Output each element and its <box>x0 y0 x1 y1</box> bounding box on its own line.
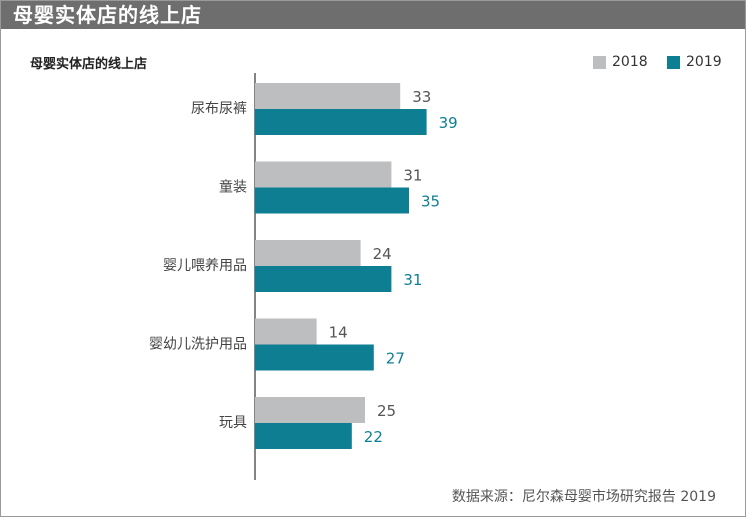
chart-title: 母婴实体店的线上店 <box>30 57 148 72</box>
bar-2019 <box>255 109 427 135</box>
data-label-2018: 24 <box>373 245 392 263</box>
title-bar: 母婴实体店的线上店 <box>1 1 745 29</box>
category-label: 婴幼儿洗护用品 <box>149 337 247 353</box>
data-label-2018: 25 <box>377 402 396 420</box>
legend-label-2018: 2018 <box>612 54 648 70</box>
category-label: 玩具 <box>219 415 247 431</box>
data-label-2019: 27 <box>386 350 405 368</box>
data-label-2019: 22 <box>364 428 383 446</box>
legend-swatch-2019 <box>667 55 680 69</box>
bar-2018 <box>255 240 361 266</box>
bar-2018 <box>255 161 392 188</box>
legend-swatch-2018 <box>593 55 606 69</box>
legend-label-2019: 2019 <box>686 54 722 70</box>
category-label: 婴儿喂养用品 <box>163 258 247 274</box>
bar-2019 <box>255 266 392 292</box>
data-label-2019: 31 <box>403 271 422 289</box>
data-label-2018: 31 <box>403 167 422 185</box>
legend-item-2018: 2018 <box>593 54 648 70</box>
bar-2019 <box>255 344 374 371</box>
bar-2019 <box>255 423 352 449</box>
data-label-2019: 39 <box>439 114 458 132</box>
bar-2018 <box>255 397 365 423</box>
data-label-2018: 14 <box>329 324 348 342</box>
bar-2018 <box>255 318 317 345</box>
bar-2019 <box>255 187 409 214</box>
page-title: 母婴实体店的线上店 <box>13 3 202 27</box>
source-note: 数据来源：尼尔森母婴市场研究报告 2019 <box>451 489 716 505</box>
data-label-2018: 33 <box>412 88 431 106</box>
bar-2018 <box>255 83 401 109</box>
legend-item-2019: 2019 <box>667 54 722 70</box>
category-label: 尿布尿裤 <box>191 101 247 117</box>
data-label-2019: 35 <box>421 193 440 211</box>
category-label: 童装 <box>219 179 247 196</box>
